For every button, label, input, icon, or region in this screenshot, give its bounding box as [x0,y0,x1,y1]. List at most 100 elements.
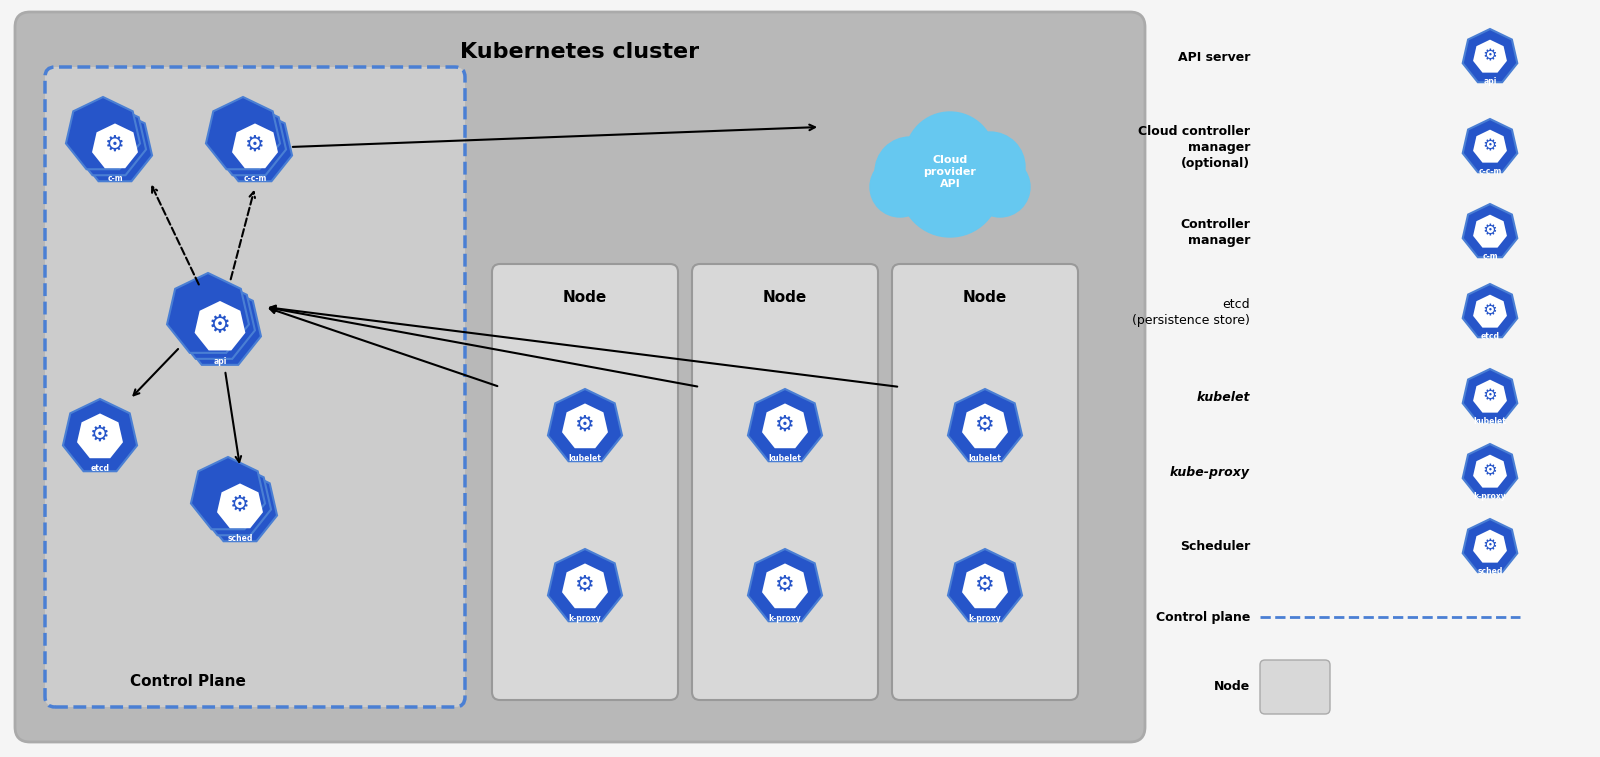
Polygon shape [1462,369,1517,422]
Polygon shape [78,109,152,181]
Text: sched: sched [1477,567,1502,576]
Polygon shape [1474,129,1507,163]
Text: Control Plane: Control Plane [130,674,246,690]
Text: api: api [213,357,227,366]
Polygon shape [218,484,262,528]
Text: ⚙: ⚙ [1483,388,1498,403]
Text: kubelet: kubelet [1474,417,1507,426]
Text: etcd: etcd [91,464,109,473]
Text: k-proxy: k-proxy [768,615,802,623]
Text: api: api [1483,77,1496,86]
Polygon shape [1474,530,1507,562]
Circle shape [906,112,995,202]
Polygon shape [195,301,245,350]
Text: ⚙: ⚙ [774,415,795,435]
Polygon shape [173,279,254,359]
Polygon shape [218,109,293,181]
Text: API server: API server [1178,51,1250,64]
Text: etcd
(persistence store): etcd (persistence store) [1133,298,1250,326]
Text: ⚙: ⚙ [210,313,230,337]
Circle shape [875,137,946,207]
Polygon shape [166,273,250,353]
Polygon shape [1474,215,1507,248]
Polygon shape [562,403,608,448]
Text: k-proxy: k-proxy [1474,492,1506,501]
Text: etcd: etcd [1480,332,1499,341]
Text: sched: sched [227,534,253,544]
Text: ⚙: ⚙ [574,415,595,435]
Polygon shape [547,389,622,461]
Polygon shape [1462,444,1517,497]
Polygon shape [1462,519,1517,572]
Polygon shape [62,399,138,472]
Text: Control plane: Control plane [1155,610,1250,624]
Text: Controller
manager: Controller manager [1181,217,1250,247]
Polygon shape [1474,380,1507,413]
Text: ⚙: ⚙ [1483,303,1498,318]
Text: c-c-m: c-c-m [243,174,267,183]
Text: ⚙: ⚙ [1483,48,1498,63]
Text: kubelet: kubelet [968,454,1002,463]
Circle shape [899,137,1000,237]
FancyBboxPatch shape [45,67,466,707]
Text: ⚙: ⚙ [1483,463,1498,478]
FancyBboxPatch shape [893,264,1078,700]
Polygon shape [66,97,141,170]
Text: ⚙: ⚙ [106,135,125,155]
Text: Node: Node [963,289,1006,304]
Polygon shape [203,469,277,541]
Text: ⚙: ⚙ [245,135,266,155]
Text: Cloud
provider
API: Cloud provider API [923,155,976,188]
Circle shape [955,132,1026,202]
Text: kube-proxy: kube-proxy [1170,466,1250,478]
Polygon shape [190,457,266,529]
Polygon shape [206,97,280,170]
Text: k-proxy: k-proxy [568,615,602,623]
Text: ⚙: ⚙ [90,425,110,445]
Polygon shape [1462,29,1517,83]
Text: Node: Node [563,289,606,304]
Polygon shape [562,563,608,608]
Polygon shape [1474,455,1507,488]
Polygon shape [1462,204,1517,257]
Text: ⚙: ⚙ [574,575,595,595]
Text: ⚙: ⚙ [1483,223,1498,238]
Circle shape [970,157,1030,217]
Polygon shape [1474,39,1507,73]
Polygon shape [1462,284,1517,337]
Polygon shape [179,285,261,365]
Text: Kubernetes cluster: Kubernetes cluster [461,42,699,62]
Polygon shape [947,389,1022,461]
Text: ⚙: ⚙ [1483,538,1498,553]
Polygon shape [747,389,822,461]
FancyBboxPatch shape [493,264,678,700]
Polygon shape [947,549,1022,621]
Text: kubelet: kubelet [568,454,602,463]
Circle shape [870,157,930,217]
Text: k-proxy: k-proxy [968,615,1002,623]
Text: Scheduler: Scheduler [1179,540,1250,553]
Polygon shape [1462,119,1517,173]
FancyBboxPatch shape [691,264,878,700]
Polygon shape [197,463,270,535]
Text: Node: Node [1214,681,1250,693]
Polygon shape [962,403,1008,448]
FancyBboxPatch shape [1261,660,1330,714]
Polygon shape [547,549,622,621]
Polygon shape [72,103,146,175]
Text: kubelet: kubelet [1197,391,1250,403]
Polygon shape [93,123,138,168]
Text: kubelet: kubelet [768,454,802,463]
Polygon shape [232,123,278,168]
Polygon shape [211,103,286,175]
Text: ⚙: ⚙ [230,495,250,515]
Polygon shape [1474,294,1507,328]
Polygon shape [762,563,808,608]
Polygon shape [962,563,1008,608]
Text: Node: Node [763,289,806,304]
Text: ⚙: ⚙ [974,415,995,435]
Polygon shape [762,403,808,448]
Polygon shape [747,549,822,621]
Text: c-c-m: c-c-m [1478,167,1502,176]
FancyBboxPatch shape [14,12,1146,742]
